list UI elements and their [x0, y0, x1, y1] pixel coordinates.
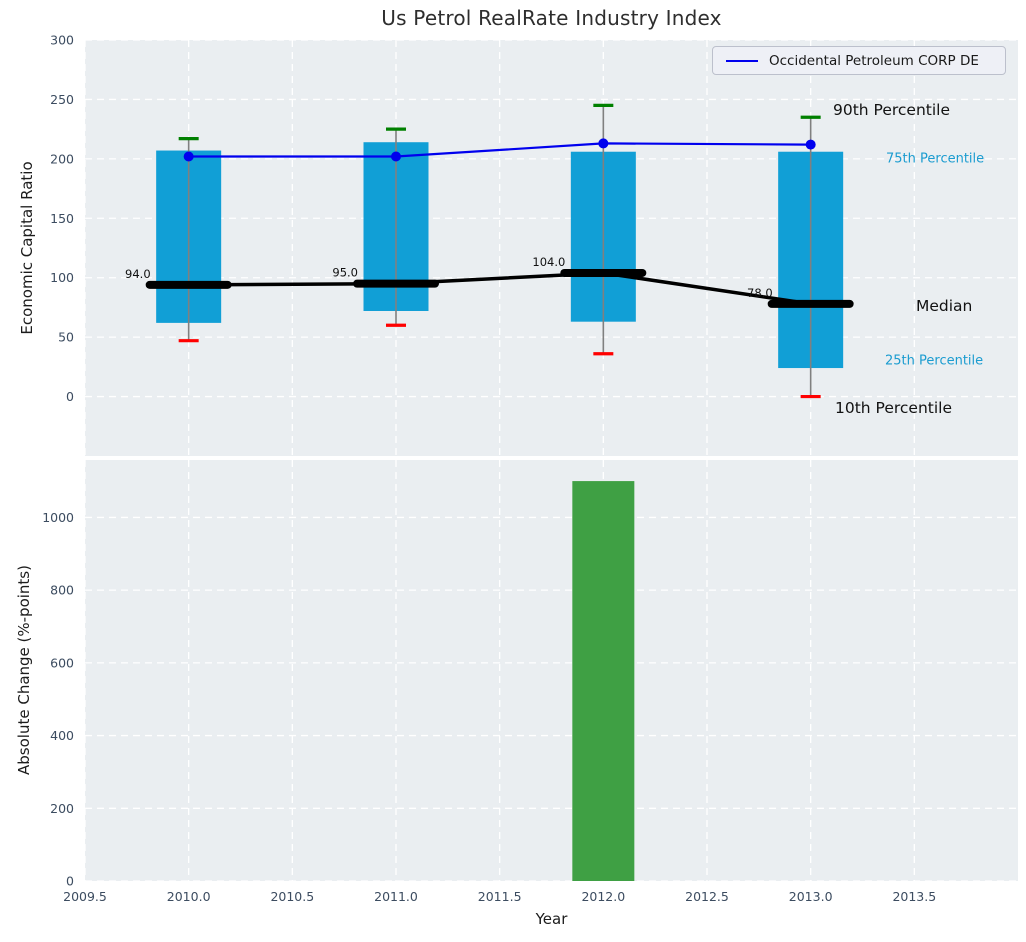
- y-tick-label: 1000: [42, 510, 74, 525]
- annotation-25th-percentile: 25th Percentile: [885, 354, 983, 369]
- x-tick-label: 2011.5: [478, 889, 522, 904]
- bottom-y-axis-label: Absolute Change (%-points): [15, 565, 33, 775]
- legend-line-sample: [726, 60, 758, 62]
- x-tick-label: 2012.5: [685, 889, 729, 904]
- y-tick-label: 0: [66, 874, 74, 889]
- change-bar-2012: [572, 481, 634, 881]
- annotation-90th-percentile: 90th Percentile: [833, 101, 950, 119]
- legend-box: Occidental Petroleum CORP DE: [712, 46, 1006, 75]
- y-tick-label: 250: [50, 92, 74, 107]
- figure: 94.0 95.0 104.0 78.0 0 50 100 150 200 250 300 0 200 4…: [0, 0, 1026, 942]
- x-tick-label: 2011.0: [374, 889, 418, 904]
- annotation-75th-percentile: 75th Percentile: [886, 152, 984, 167]
- x-tick-label: 2012.0: [581, 889, 625, 904]
- y-tick-label: 100: [50, 270, 74, 285]
- x-tick-label: 2010.0: [167, 889, 211, 904]
- y-tick-label: 800: [50, 583, 74, 598]
- company-dot-2011: [391, 151, 401, 161]
- x-tick-label: 2013.0: [789, 889, 833, 904]
- median-value-label: 78.0: [747, 286, 773, 300]
- annotation-median: Median: [916, 297, 972, 315]
- y-tick-label: 200: [50, 801, 74, 816]
- y-tick-label: 150: [50, 211, 74, 226]
- top-y-axis-label: Economic Capital Ratio: [18, 161, 36, 334]
- x-tick-label: 2013.5: [892, 889, 936, 904]
- legend-label: Occidental Petroleum CORP DE: [769, 53, 979, 69]
- y-tick-label: 600: [50, 655, 74, 670]
- y-tick-label: 300: [50, 33, 74, 48]
- chart-title: Us Petrol RealRate Industry Index: [85, 6, 1018, 30]
- y-tick-label: 400: [50, 728, 74, 743]
- company-dot-2013: [806, 140, 816, 150]
- company-dot-2012: [598, 138, 608, 148]
- x-axis-label: Year: [85, 910, 1018, 928]
- x-tick-label: 2009.5: [63, 889, 107, 904]
- median-value-label: 104.0: [532, 255, 565, 269]
- median-value-label: 95.0: [332, 266, 358, 280]
- company-dot-2010: [184, 151, 194, 161]
- y-tick-label: 200: [50, 151, 74, 166]
- median-value-label: 94.0: [125, 267, 151, 281]
- x-tick-label: 2010.5: [270, 889, 314, 904]
- y-tick-label: 50: [58, 330, 74, 345]
- annotation-10th-percentile: 10th Percentile: [835, 399, 952, 417]
- y-tick-label: 0: [66, 389, 74, 404]
- chart-canvas: 94.0 95.0 104.0 78.0 0 50 100 150 200 250 300 0 200 4…: [0, 0, 1026, 942]
